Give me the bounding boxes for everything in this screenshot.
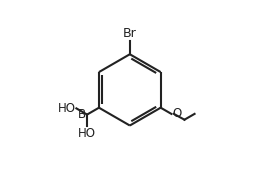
- Text: HO: HO: [78, 127, 96, 140]
- Text: O: O: [172, 107, 181, 120]
- Text: B: B: [78, 108, 86, 121]
- Text: HO: HO: [58, 102, 76, 115]
- Text: Br: Br: [123, 27, 137, 40]
